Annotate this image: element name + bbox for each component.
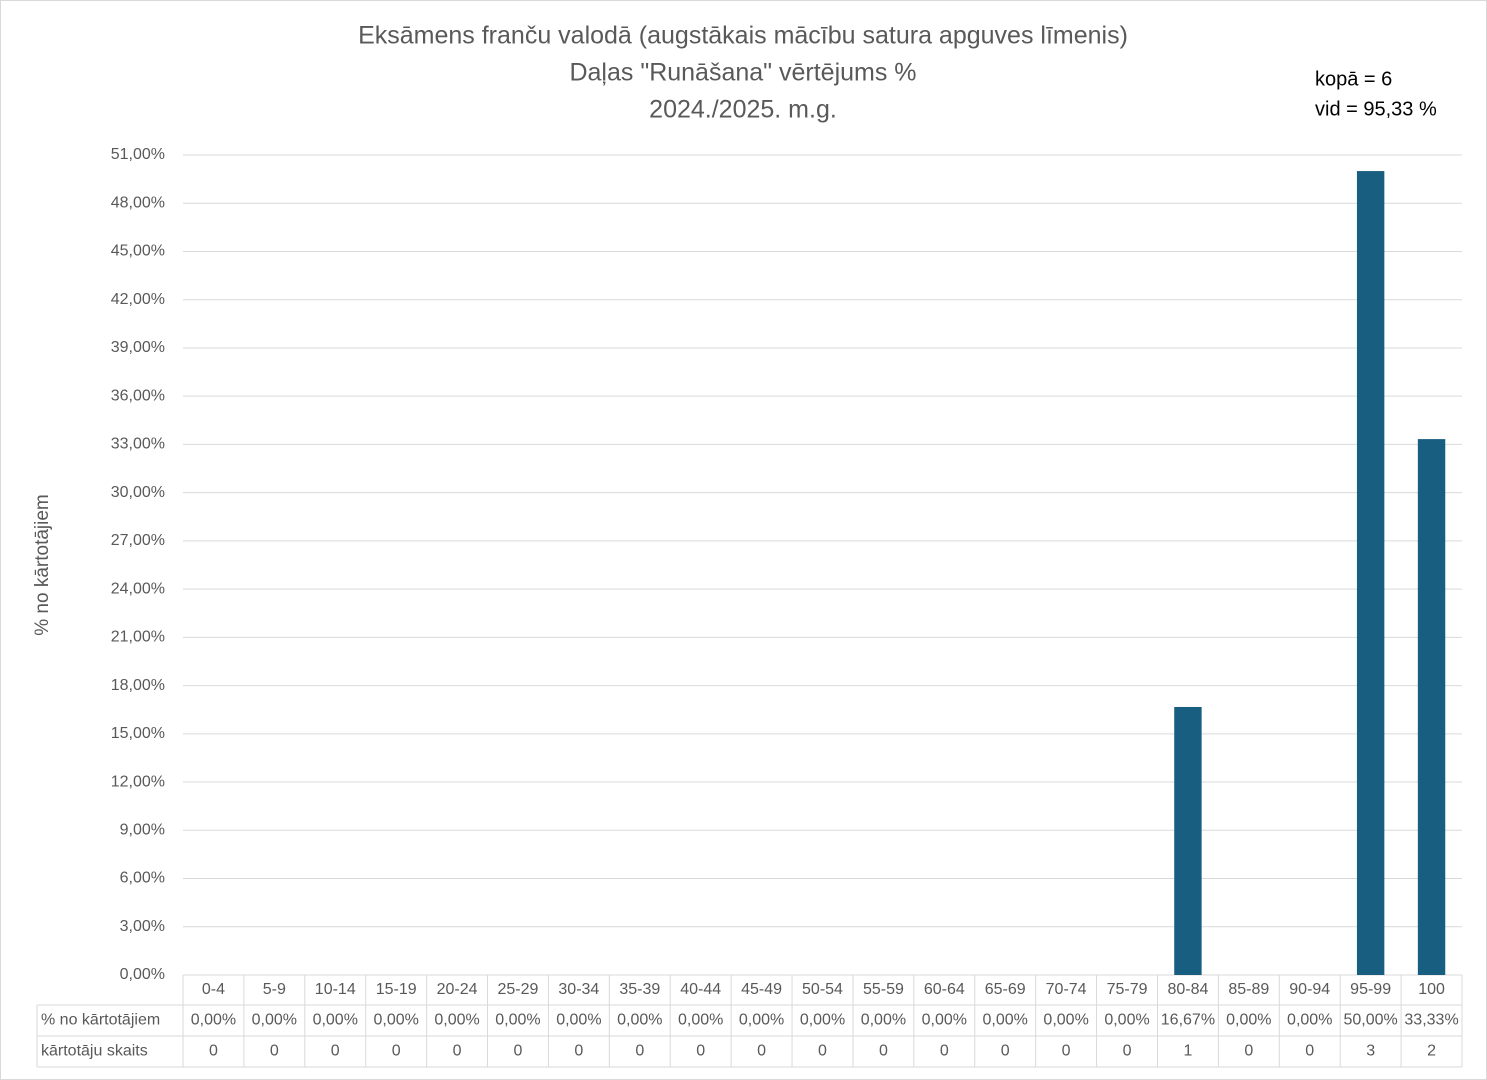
table-value: 0 <box>514 1043 523 1060</box>
bar <box>1174 706 1202 975</box>
x-tick-label: 5-9 <box>263 981 286 998</box>
table-value: 0 <box>209 1043 218 1060</box>
x-tick-label: 65-69 <box>985 981 1026 998</box>
table-value: 0,00% <box>861 1012 906 1029</box>
chart-subtitle: Daļas "Runāšana" vērtējums % <box>569 59 916 87</box>
table-value: 0,00% <box>313 1012 358 1029</box>
table-value: 0 <box>818 1043 827 1060</box>
chart-title: Eksāmens franču valodā (augstākais mācīb… <box>358 22 1128 50</box>
y-tick-label: 27,00% <box>111 532 165 549</box>
x-tick-label: 70-74 <box>1046 981 1087 998</box>
y-tick-label: 42,00% <box>111 291 165 308</box>
table-row-header: kārtotāju skaits <box>41 1043 148 1060</box>
table-value: 0 <box>392 1043 401 1060</box>
table-value: 0 <box>1062 1043 1071 1060</box>
table-value: 33,33% <box>1404 1012 1458 1029</box>
bar <box>1417 439 1446 975</box>
table-value: 0 <box>1244 1043 1253 1060</box>
table-value: 0,00% <box>191 1012 236 1029</box>
table-value: 0 <box>331 1043 340 1060</box>
y-tick-label: 18,00% <box>111 677 165 694</box>
x-tick-label: 100 <box>1418 981 1445 998</box>
x-tick-label: 50-54 <box>802 981 843 998</box>
x-tick-label: 55-59 <box>863 981 904 998</box>
x-tick-label: 85-89 <box>1228 981 1269 998</box>
x-tick-label: 60-64 <box>924 981 965 998</box>
table-value: 1 <box>1183 1043 1192 1060</box>
table-value: 3 <box>1366 1043 1375 1060</box>
table-value: 0,00% <box>1043 1012 1088 1029</box>
chart-subtitle: 2024./2025. m.g. <box>649 96 837 124</box>
y-tick-label: 30,00% <box>111 484 165 501</box>
x-tick-label: 20-24 <box>437 981 478 998</box>
table-value: 0,00% <box>495 1012 540 1029</box>
table-value: 0 <box>635 1043 644 1060</box>
table-value: 0 <box>1001 1043 1010 1060</box>
y-tick-label: 39,00% <box>111 339 165 356</box>
table-value: 0 <box>879 1043 888 1060</box>
x-tick-label: 35-39 <box>619 981 660 998</box>
y-tick-label: 24,00% <box>111 580 165 597</box>
table-value: 0,00% <box>434 1012 479 1029</box>
x-tick-label: 40-44 <box>680 981 721 998</box>
table-value: 0 <box>453 1043 462 1060</box>
x-tick-label: 95-99 <box>1350 981 1391 998</box>
y-tick-label: 12,00% <box>111 773 165 790</box>
table-value: 0,00% <box>983 1012 1028 1029</box>
y-tick-label: 9,00% <box>120 822 165 839</box>
y-tick-label: 6,00% <box>120 870 165 887</box>
table-value: 0,00% <box>1104 1012 1149 1029</box>
table-value: 0 <box>940 1043 949 1060</box>
table-value: 0,00% <box>373 1012 418 1029</box>
y-tick-label: 45,00% <box>111 243 165 260</box>
table-value: 0 <box>574 1043 583 1060</box>
annotation: kopā = 6 <box>1315 68 1392 90</box>
x-tick-label: 10-14 <box>315 981 356 998</box>
table-row-header: % no kārtotājiem <box>41 1012 160 1029</box>
table-value: 0 <box>1123 1043 1132 1060</box>
x-tick-label: 45-49 <box>741 981 782 998</box>
table-value: 0,00% <box>252 1012 297 1029</box>
table-value: 0 <box>270 1043 279 1060</box>
y-tick-label: 36,00% <box>111 387 165 404</box>
y-tick-label: 48,00% <box>111 194 165 211</box>
y-axis-label: % no kārtotājiem <box>32 494 53 636</box>
table-value: 16,67% <box>1161 1012 1215 1029</box>
y-tick-label: 33,00% <box>111 436 165 453</box>
x-tick-label: 25-29 <box>498 981 539 998</box>
table-value: 50,00% <box>1344 1012 1398 1029</box>
table-value: 0 <box>1305 1043 1314 1060</box>
annotation: vid = 95,33 % <box>1315 98 1437 120</box>
table-value: 0,00% <box>1287 1012 1332 1029</box>
table-value: 0,00% <box>678 1012 723 1029</box>
table-value: 0,00% <box>617 1012 662 1029</box>
table-value: 0,00% <box>1226 1012 1271 1029</box>
x-tick-label: 75-79 <box>1107 981 1148 998</box>
y-tick-label: 15,00% <box>111 725 165 742</box>
table-value: 0,00% <box>739 1012 784 1029</box>
x-tick-label: 80-84 <box>1167 981 1208 998</box>
x-tick-label: 90-94 <box>1289 981 1330 998</box>
x-tick-label: 0-4 <box>202 981 225 998</box>
y-tick-label: 0,00% <box>120 966 165 983</box>
table-value: 0,00% <box>556 1012 601 1029</box>
x-tick-label: 15-19 <box>376 981 417 998</box>
table-value: 0,00% <box>922 1012 967 1029</box>
table-value: 2 <box>1427 1043 1436 1060</box>
table-value: 0,00% <box>800 1012 845 1029</box>
y-tick-label: 3,00% <box>120 918 165 935</box>
x-tick-label: 30-34 <box>558 981 599 998</box>
bar <box>1356 171 1385 975</box>
y-tick-label: 51,00% <box>111 146 165 163</box>
y-tick-label: 21,00% <box>111 629 165 646</box>
table-value: 0 <box>757 1043 766 1060</box>
table-value: 0 <box>696 1043 705 1060</box>
